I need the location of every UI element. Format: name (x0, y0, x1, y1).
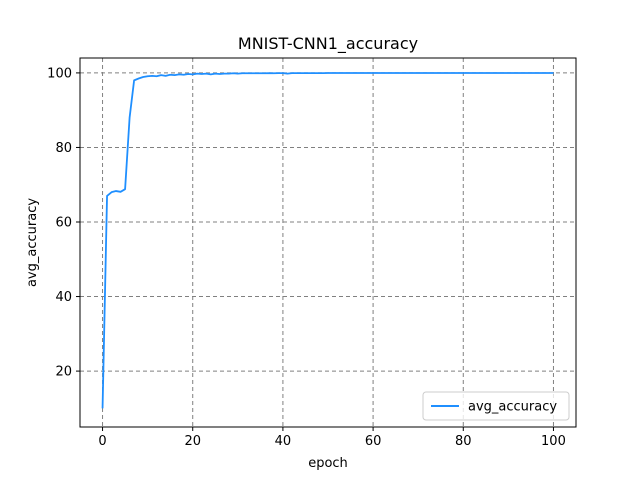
legend-box (422, 391, 570, 421)
x-axis-label: epoch (308, 456, 348, 471)
x-tick-label-60: 60 (365, 434, 382, 449)
y-axis-label: avg_accuracy (25, 198, 40, 287)
x-tick-label-20: 20 (184, 434, 201, 449)
axis-ticks: 0 20 40 60 80 100 20 40 60 80 100 (47, 66, 566, 449)
legend-label-avg-accuracy: avg_accuracy (468, 400, 557, 415)
x-tick-label-80: 80 (455, 434, 472, 449)
y-tick-label-40: 40 (55, 290, 72, 305)
series-layer (101, 72, 554, 409)
plot-frame (79, 57, 577, 428)
grid-lines (80, 58, 576, 427)
legend: avg_accuracy (422, 391, 570, 421)
x-tick-label-40: 40 (275, 434, 292, 449)
y-tick-label-100: 100 (47, 66, 72, 81)
y-tick-label-20: 20 (55, 365, 72, 380)
y-tick-label-80: 80 (55, 141, 72, 156)
x-tick-label-100: 100 (541, 434, 566, 449)
series-line-0 (101, 72, 554, 409)
y-tick-label-60: 60 (55, 216, 72, 231)
x-tick-label-0: 0 (98, 434, 106, 449)
chart-title: MNIST-CNN1_accuracy (238, 34, 418, 54)
